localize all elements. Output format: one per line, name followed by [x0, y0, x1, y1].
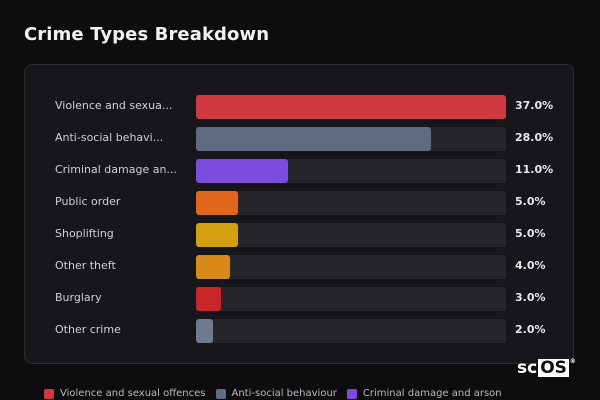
legend-item: Criminal damage and arson [346, 388, 502, 399]
bar-track [196, 319, 506, 343]
value-label: 5.0% [515, 227, 546, 240]
category-label: Criminal damage an... [55, 163, 177, 176]
bar-track [196, 159, 506, 183]
category-label: Other theft [55, 259, 116, 272]
bar [196, 159, 289, 183]
value-label: 5.0% [515, 195, 546, 208]
value-label: 37.0% [515, 99, 554, 112]
legend-swatch [215, 388, 226, 399]
legend-swatch [44, 388, 54, 399]
legend-label: Criminal damage and arson [362, 388, 502, 399]
category-label: Shoplifting [55, 227, 114, 240]
bar [196, 127, 431, 151]
legend-item: Violence and sexual offences [44, 388, 206, 399]
value-label: 11.0% [515, 163, 554, 176]
logo-registered-mark: ® [569, 358, 576, 365]
bar-row: Other crime 2.0% [25, 319, 575, 343]
value-label: 28.0% [515, 131, 554, 144]
bar-track [196, 223, 506, 247]
legend-label: Anti-social behaviour [231, 388, 337, 399]
value-label: 3.0% [515, 291, 546, 304]
category-label: Other crime [55, 323, 121, 336]
logo-text-boxed: OS [538, 358, 569, 378]
chart-title: Crime Types Breakdown [24, 24, 270, 45]
bar [196, 223, 238, 247]
bar-track [196, 255, 506, 279]
bar-row: Shoplifting 5.0% [25, 223, 575, 247]
bar [196, 287, 222, 311]
category-label: Public order [55, 195, 121, 208]
chart-panel: Violence and sexua... 37.0% Anti-social be… [24, 64, 574, 364]
bar-row: Anti-social behavi... 28.0% [25, 127, 575, 151]
category-label: Anti-social behavi... [55, 131, 164, 144]
bar-track [196, 127, 506, 151]
legend-label: Violence and sexual offences [60, 388, 206, 399]
bar-track [196, 191, 506, 215]
bar [196, 191, 238, 215]
value-label: 2.0% [515, 323, 546, 336]
bar-row: Violence and sexua... 37.0% [25, 95, 575, 119]
bar [196, 95, 506, 119]
bar-row: Burglary 3.0% [25, 287, 575, 311]
bar-row: Other theft 4.0% [25, 255, 575, 279]
bar [196, 319, 213, 343]
category-label: Violence and sexua... [55, 99, 173, 112]
bar [196, 255, 230, 279]
category-label: Burglary [55, 291, 102, 304]
legend-item: Anti-social behaviour [215, 388, 337, 399]
bar-track [196, 287, 506, 311]
brand-logo: sc OS ® [517, 358, 576, 378]
value-label: 4.0% [515, 259, 546, 272]
bar-track [196, 95, 506, 119]
legend-swatch [346, 388, 357, 399]
logo-text-plain: sc [517, 358, 538, 378]
bar-row: Criminal damage an... 11.0% [25, 159, 575, 183]
chart-legend: Violence and sexual offences Anti-social … [44, 388, 502, 399]
bar-row: Public order 5.0% [25, 191, 575, 215]
